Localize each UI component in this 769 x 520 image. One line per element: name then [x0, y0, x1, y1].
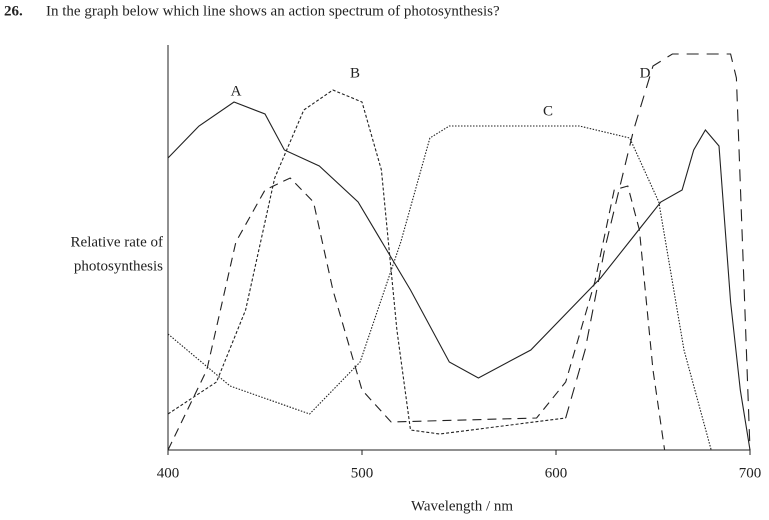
question-text: In the graph below which line shows an a…	[46, 3, 500, 19]
series-label: D	[640, 65, 651, 81]
series-label: C	[543, 103, 553, 119]
series-line	[167, 125, 712, 451]
series-line	[167, 89, 566, 435]
series-label: A	[231, 83, 242, 99]
y-label: photosynthesis	[74, 258, 163, 274]
y-label: Relative rate of	[71, 234, 163, 250]
series-line	[565, 53, 751, 451]
series-label: B	[350, 65, 360, 81]
series-line	[167, 101, 751, 451]
x-tick-label: 600	[545, 465, 568, 481]
x-tick-label: 400	[157, 465, 180, 481]
x-label: Wavelength / nm	[411, 498, 513, 514]
x-tick-label: 500	[351, 465, 374, 481]
question-number: 26.	[4, 3, 23, 19]
series-line	[167, 177, 666, 451]
x-tick-label: 700	[739, 465, 762, 481]
